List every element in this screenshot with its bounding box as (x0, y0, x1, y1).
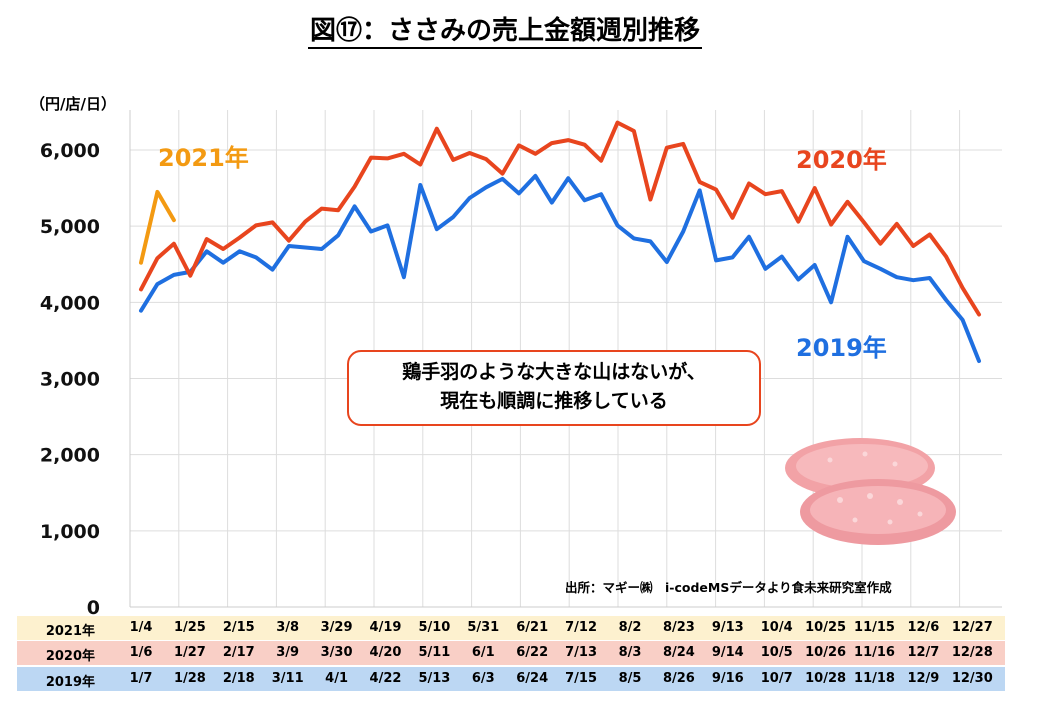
date-label: 2/17 (222, 645, 255, 660)
date-label: 10/25 (805, 620, 847, 635)
date-label: 7/13 (565, 645, 598, 660)
date-label: 11/16 (854, 645, 895, 660)
date-label: 5/31 (467, 620, 500, 635)
y-tick-label: 1,000 (40, 521, 100, 543)
date-label: 8/3 (618, 645, 642, 660)
series-line-2021 (139, 189, 176, 265)
date-label: 3/11 (271, 671, 304, 686)
date-label: 9/14 (711, 645, 744, 660)
date-label: 10/4 (760, 620, 793, 635)
date-label: 3/29 (320, 620, 353, 635)
series-line-2020 (139, 120, 981, 317)
date-label: 1/6 (129, 645, 153, 660)
y-tick-label: 3,000 (40, 369, 100, 391)
date-row-2021: 2021年 1/4 1/25 2/15 3/8 3/29 4/19 5/10 5/31 6/21 7… (17, 616, 1005, 640)
date-label: 6/22 (516, 645, 549, 660)
date-label: 4/19 (369, 620, 402, 635)
date-row-2019: 2019年 1/7 1/28 2/18 3/11 4/1 4/22 5/13 6/3 6/24 7/… (17, 667, 1005, 691)
date-label: 11/18 (854, 671, 895, 686)
date-label: 6/3 (471, 671, 495, 686)
date-label: 1/4 (129, 620, 153, 635)
date-label: 2/18 (222, 671, 255, 686)
source-note: 出所：マギー㈱ i-codeMSデータより食未来研究室作成 (565, 580, 892, 595)
series-label-2021: 2021年 (158, 144, 249, 172)
date-label: 10/5 (760, 645, 793, 660)
date-label: 3/9 (276, 645, 300, 660)
date-row-label: 2021年 (45, 624, 95, 639)
y-tick-label: 6,000 (40, 140, 100, 162)
date-label: 7/15 (565, 671, 598, 686)
date-label: 4/22 (369, 671, 402, 686)
date-label: 5/10 (418, 620, 451, 635)
date-label: 1/25 (173, 620, 206, 635)
date-row-label: 2020年 (45, 649, 95, 664)
date-label: 9/16 (711, 671, 744, 686)
date-label: 12/6 (907, 620, 940, 635)
date-label: 5/11 (418, 645, 451, 660)
date-label: 4/1 (325, 671, 349, 686)
y-tick-label: 5,000 (40, 216, 100, 238)
date-label: 10/26 (805, 645, 847, 660)
chart-title: 図⑰：ささみの売上金額週別推移 (0, 10, 1010, 49)
date-label: 6/21 (516, 620, 549, 635)
series-line-2019 (139, 173, 981, 363)
date-label: 12/7 (907, 645, 940, 660)
date-label: 8/5 (618, 671, 642, 686)
date-label: 4/20 (369, 645, 402, 660)
date-label: 8/26 (662, 671, 695, 686)
y-axis-unit: （円/店/日） (30, 95, 116, 113)
date-label: 12/28 (951, 645, 993, 660)
y-tick-label: 2,000 (40, 445, 100, 467)
series-label-2019: 2019年 (796, 334, 887, 362)
date-label: 2/15 (222, 620, 255, 635)
date-label: 7/12 (565, 620, 598, 635)
date-label: 10/28 (805, 671, 847, 686)
series-label-2020: 2020年 (796, 146, 887, 174)
date-label: 1/28 (173, 671, 206, 686)
callout-line-2: 現在も順調に推移している (440, 390, 668, 412)
date-label: 8/24 (662, 645, 695, 660)
date-label: 1/7 (129, 671, 153, 686)
y-tick-label: 0 (87, 597, 100, 619)
date-label: 3/8 (276, 620, 300, 635)
date-label: 10/7 (760, 671, 793, 686)
date-label: 11/15 (854, 620, 895, 635)
callout-line-1: 鶏手羽のような大きな山はないが、 (402, 361, 706, 383)
date-label: 6/24 (516, 671, 549, 686)
date-row-2020: 2020年 1/6 1/27 2/17 3/9 3/30 4/20 5/11 6/1 6/22 7/… (17, 641, 1005, 665)
y-tick-label: 4,000 (40, 292, 100, 314)
date-label: 12/27 (951, 620, 993, 635)
date-label: 12/30 (951, 671, 993, 686)
date-label: 12/9 (907, 671, 940, 686)
date-row-label: 2019年 (45, 675, 95, 690)
date-label: 8/23 (662, 620, 695, 635)
chicken-tenderloin-illustration (785, 438, 956, 545)
date-label: 6/1 (471, 645, 495, 660)
date-label: 5/13 (418, 671, 451, 686)
annotation-callout: 鶏手羽のような大きな山はないが、 現在も順調に推移している (347, 350, 761, 426)
date-label: 8/2 (618, 620, 642, 635)
date-label: 3/30 (320, 645, 353, 660)
date-label: 9/13 (711, 620, 744, 635)
date-label: 1/27 (173, 645, 206, 660)
